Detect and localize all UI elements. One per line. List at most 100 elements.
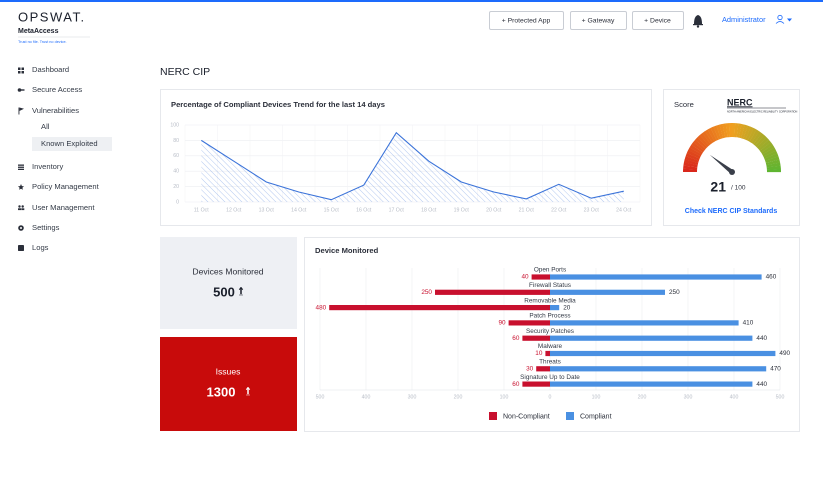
header-button[interactable]: [489, 11, 564, 30]
gauge-segment: [719, 123, 726, 139]
gauge-segment: [683, 165, 698, 170]
x-tick-label: 200: [454, 394, 463, 400]
gauge-segment: [704, 129, 715, 143]
y-tick-label: 60: [173, 153, 179, 159]
x-tick-label: 500: [316, 394, 325, 400]
stat-icon: [245, 386, 251, 396]
header-button-label: + Device: [644, 17, 671, 24]
x-tick-label: 0: [549, 394, 552, 400]
sidebar-item[interactable]: Vulnerabilities: [32, 106, 79, 115]
sidebar-item[interactable]: Known Exploited: [41, 139, 98, 148]
sidebar-item[interactable]: Secure Access: [32, 85, 82, 94]
legend-swatch: [489, 412, 497, 420]
gauge-segment: [765, 159, 781, 166]
gauge-segment: [759, 142, 773, 153]
y-tick-label: 80: [173, 138, 179, 144]
bar: [536, 366, 550, 372]
tagline: Trust no file. Trust no device.: [18, 40, 67, 44]
value-label: 480: [316, 304, 327, 311]
value-label: 410: [743, 320, 754, 327]
bar: [435, 289, 550, 295]
bar: [550, 320, 739, 326]
nerc-link[interactable]: Check NERC CIP Standards: [685, 208, 778, 215]
bar: [522, 335, 550, 341]
sidebar-item[interactable]: Logs: [32, 243, 49, 252]
legend-label: Non-Compliant: [503, 413, 550, 420]
gauge-segment: [756, 137, 769, 150]
sidebar-item[interactable]: User Management: [32, 203, 95, 212]
x-tick-label: 22 Oct: [551, 207, 567, 213]
gauge-segment: [683, 159, 699, 166]
gauge-segment: [707, 127, 717, 142]
gauge-hub: [729, 169, 735, 175]
stat-value: 1300: [207, 384, 236, 399]
gauge-segment: [761, 144, 775, 155]
sidebar-item[interactable]: Policy Management: [32, 182, 100, 191]
gauge-segment: [688, 147, 702, 157]
x-tick-label: 100: [592, 394, 601, 400]
bar: [550, 350, 776, 357]
x-tick-label: 400: [362, 394, 371, 400]
issues-card: [160, 337, 297, 431]
gauge-segment: [736, 123, 742, 138]
bar: [329, 305, 550, 311]
sidebar-item[interactable]: All: [41, 122, 50, 131]
gauge-segment: [743, 125, 751, 140]
x-tick-label: 400: [730, 394, 739, 400]
score-title: Score: [674, 100, 694, 109]
x-tick-label: 15 Oct: [324, 207, 340, 213]
gauge-segment: [684, 156, 699, 163]
x-tick-label: 11 Oct: [194, 207, 209, 213]
value-label: 40: [521, 274, 529, 281]
value-label: 20: [563, 304, 571, 311]
value-label: 60: [512, 335, 520, 342]
sidebar-item[interactable]: Inventory: [32, 162, 63, 171]
category-label: Signature Up to Date: [520, 374, 580, 381]
header-button[interactable]: [570, 11, 627, 30]
user-menu[interactable]: Administrator: [722, 15, 766, 24]
gauge-segment: [747, 128, 757, 142]
x-tick-label: 100: [500, 394, 509, 400]
nerc-logo: NERC: [727, 97, 753, 107]
gauge-segment: [689, 144, 703, 155]
gauge-segment: [762, 147, 777, 157]
gauge-segment: [734, 123, 739, 138]
value-label: 470: [770, 365, 781, 372]
selected-item-bg: [32, 137, 112, 151]
stat-value: 500: [213, 284, 235, 299]
gauge-segment: [695, 137, 708, 149]
value-label: 60: [512, 381, 520, 388]
gauge-segment: [745, 126, 754, 141]
bell-icon[interactable]: [693, 15, 703, 28]
gauge-segment: [693, 139, 706, 151]
score-value: 21: [710, 179, 726, 195]
x-tick-label: 300: [684, 394, 693, 400]
x-tick-label: 18 Oct: [421, 207, 437, 213]
header-button[interactable]: [632, 11, 684, 30]
gauge-segment: [710, 126, 719, 141]
x-tick-label: 24 Oct: [616, 207, 632, 213]
sidebar-item[interactable]: Settings: [32, 223, 60, 232]
gauge-segment: [766, 165, 781, 170]
value-label: 30: [526, 365, 534, 372]
x-tick-label: 14 Oct: [291, 207, 307, 213]
sidebar-item[interactable]: Dashboard: [32, 65, 69, 74]
gauge-segment: [702, 131, 713, 145]
value-label: 490: [779, 350, 790, 357]
gauge-segment: [753, 133, 765, 146]
product-name: MetaAccess: [18, 28, 59, 35]
logo-text: OPSWAT.: [18, 9, 86, 24]
gauge-segment: [728, 122, 733, 138]
value-label: 440: [756, 381, 767, 388]
value-label: 90: [498, 320, 506, 327]
gauge-segment: [751, 131, 762, 145]
value-label: 250: [669, 289, 680, 296]
gauge-segment: [713, 125, 721, 140]
gauge-segment: [685, 153, 700, 161]
category-label: Threats: [539, 358, 561, 365]
x-tick-label: 20 Oct: [486, 207, 502, 213]
gauge-segment: [725, 123, 730, 138]
header-button-label: + Gateway: [582, 17, 615, 24]
value-label: 460: [766, 274, 777, 281]
x-tick-label: 300: [408, 394, 417, 400]
